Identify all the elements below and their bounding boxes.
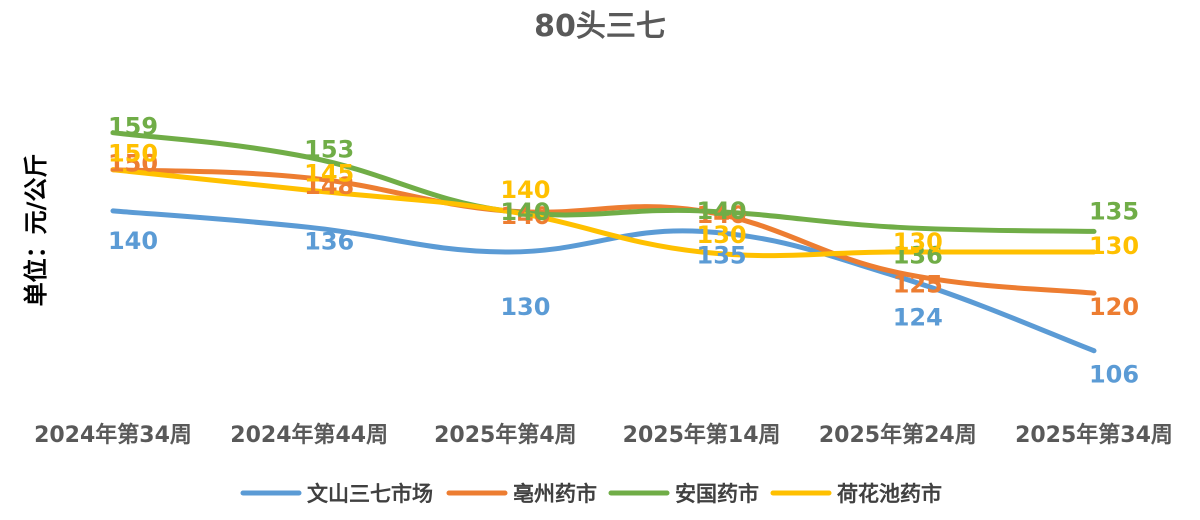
legend-item: 亳州药市 (446, 482, 597, 506)
x-axis-ticks: 2024年第34周 2024年第44周 2025年第4周 2025年第14周 2025年… (34, 422, 1173, 448)
data-label: 136 (304, 227, 354, 255)
x-tick-label: 2025年第4周 (434, 422, 577, 448)
legend-item: 荷花池药市 (770, 482, 942, 506)
data-label: 140 (697, 201, 747, 229)
x-tick-label: 2025年第14周 (623, 422, 781, 448)
series-line (110, 167, 1097, 296)
data-label: 150 (108, 150, 158, 178)
x-tick-label: 2024年第34周 (34, 422, 192, 448)
series-line (110, 208, 1097, 354)
legend-label: 安国药市 (675, 482, 759, 506)
data-label: 130 (893, 228, 943, 256)
legend-label: 亳州药市 (513, 482, 597, 506)
data-label: 136 (893, 241, 943, 269)
data-label: 124 (893, 304, 943, 332)
x-tick-label: 2025年第34周 (1015, 422, 1173, 448)
data-label: 130 (697, 221, 747, 249)
data-label: 140 (500, 198, 550, 226)
data-label: 140 (500, 176, 550, 204)
data-label: 130 (500, 293, 550, 321)
y-axis-label: 单位：元/公斤 (22, 154, 50, 307)
x-tick-label: 2024年第44周 (230, 422, 388, 448)
data-label: 140 (697, 197, 747, 225)
data-label: 135 (1089, 197, 1139, 225)
legend-item: 安国药市 (608, 482, 759, 506)
data-label: 140 (500, 202, 550, 230)
series-line (110, 130, 1097, 234)
chart-title: 80头三七 (534, 9, 666, 44)
data-label: 106 (1089, 361, 1139, 389)
x-tick-label: 2025年第24周 (819, 422, 977, 448)
legend-label: 荷花池药市 (837, 482, 942, 506)
data-label: 140 (108, 227, 158, 255)
data-label: 125 (893, 271, 943, 299)
legend-item: 文山三七市场 (240, 482, 433, 506)
data-label: 153 (304, 135, 354, 163)
data-label: 120 (1089, 293, 1139, 321)
series-lines (110, 130, 1097, 354)
data-label: 150 (108, 140, 158, 168)
series-line (110, 167, 1097, 259)
data-label: 135 (697, 241, 747, 269)
data-label: 159 (108, 113, 158, 141)
legend: 文山三七市场 亳州药市 安国药市 荷花池药市 (240, 482, 942, 506)
data-label: 145 (304, 159, 354, 187)
data-label: 148 (304, 172, 354, 200)
data-label: 130 (1089, 232, 1139, 260)
legend-label: 文山三七市场 (307, 482, 433, 506)
